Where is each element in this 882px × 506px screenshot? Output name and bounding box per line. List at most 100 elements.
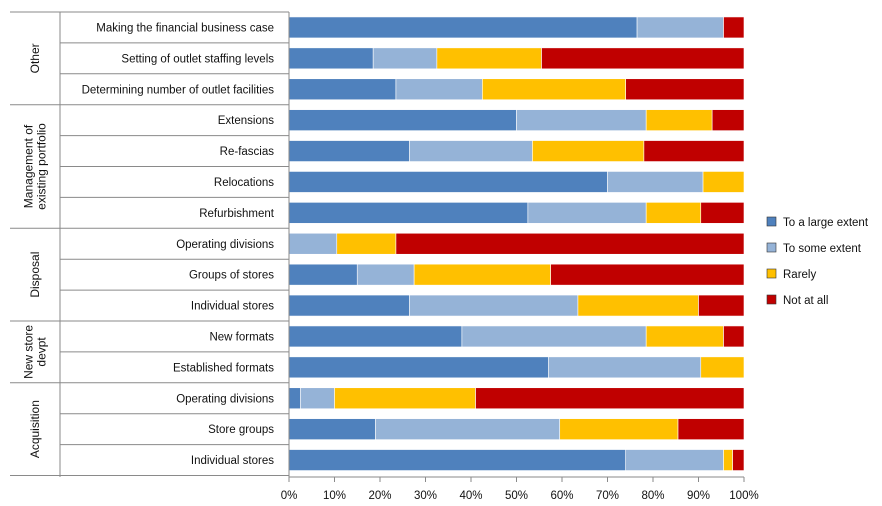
bar-segment-row10-s0 (288, 325, 463, 348)
bar-segment-row14-s1 (625, 449, 724, 471)
bar-segment-row7-s1 (288, 232, 338, 255)
bar-segment-row14-s2 (723, 449, 733, 471)
group-label: Other (28, 43, 42, 73)
bar-segment-row10-s3 (723, 325, 745, 348)
group-label: New storedevpt (22, 325, 49, 379)
legend-label: To a large extent (783, 217, 869, 229)
bar-segment-row12-s1 (300, 387, 335, 410)
bar-segment-row6-s0 (288, 202, 529, 224)
bar-segment-row13-s3 (677, 418, 745, 440)
category-label: Determining number of outlet facilities (82, 84, 275, 96)
bar-segment-row14-s0 (288, 449, 627, 471)
bar-segment-row9-s0 (288, 294, 410, 317)
category-label: Store groups (208, 424, 274, 436)
bar-segment-row8-s3 (550, 263, 745, 286)
bar-segment-row2-s3 (625, 78, 745, 101)
x-tick-label: 90% (687, 490, 710, 502)
x-tick-label: 80% (641, 490, 664, 502)
bar-segment-row8-s0 (288, 263, 358, 286)
bar-segment-row2-s2 (482, 78, 626, 101)
category-label: Groups of stores (189, 270, 274, 282)
group-label: Disposal (28, 252, 42, 298)
legend-swatch (766, 268, 777, 279)
bar-segment-row6-s1 (527, 202, 647, 224)
bar-segment-row12-s0 (288, 387, 301, 410)
legend-swatch (766, 294, 777, 305)
bar-segment-row1-s3 (541, 47, 745, 70)
bar-segment-row10-s2 (645, 325, 724, 348)
bar-segment-row8-s2 (413, 263, 551, 286)
bar-segment-row3-s3 (711, 109, 745, 131)
category-label: Operating divisions (176, 393, 274, 405)
bar-segment-row3-s1 (516, 109, 647, 131)
bar-segment-row12-s3 (475, 387, 745, 410)
bar-segment-row8-s1 (356, 263, 415, 286)
bar-segment-row10-s1 (461, 325, 647, 348)
x-tick-label: 10% (323, 490, 346, 502)
x-tick-label: 50% (505, 490, 528, 502)
category-label: Setting of outlet staffing levels (121, 53, 274, 65)
bar-segment-row0-s0 (288, 16, 638, 39)
bar-segment-row4-s1 (409, 140, 533, 162)
bar-segment-row1-s2 (436, 47, 542, 70)
bar-segment-row9-s1 (409, 294, 579, 317)
legend-label: Not at all (783, 295, 828, 307)
group-labels: Other Management ofexisting portfolio Disp… (22, 43, 49, 458)
x-tick-label: 0% (281, 490, 298, 502)
category-labels: Making the financial business case Settin… (82, 22, 275, 467)
legend-swatch (766, 242, 777, 253)
legend-label: To some extent (783, 243, 862, 255)
bar-segment-row14-s3 (732, 449, 745, 471)
bar-segment-row2-s1 (395, 78, 483, 101)
bar-segment-row4-s2 (532, 140, 645, 162)
bar-segment-row5-s1 (607, 171, 704, 193)
group-label: Management ofexisting portfolio (22, 123, 49, 210)
bar-segment-row3-s0 (288, 109, 517, 131)
bar-segment-row12-s2 (334, 387, 476, 410)
bar-segment-row4-s0 (288, 140, 410, 162)
bar-segment-row7-s3 (395, 232, 745, 255)
bar-segment-row0-s1 (636, 16, 724, 39)
category-label: Re-fascias (220, 146, 275, 158)
bar-segment-row13-s0 (288, 418, 376, 440)
category-label: Operating divisions (176, 239, 274, 251)
bar-segment-row9-s2 (577, 294, 699, 317)
bar-segment-row11-s1 (548, 356, 702, 379)
bar-segment-row9-s3 (698, 294, 745, 317)
x-tick-label: 100% (729, 490, 758, 502)
category-label: New formats (209, 331, 274, 343)
x-tick-label: 60% (550, 490, 573, 502)
bars-layer (288, 16, 745, 471)
axes-layer: 0% 10% 20% 30% 40% 50% 60% 70% 80% 90% 100% (10, 11, 759, 502)
bar-segment-row13-s2 (559, 418, 679, 440)
bar-segment-row2-s0 (288, 78, 397, 101)
bar-segment-row5-s2 (702, 171, 745, 193)
x-tick-label: 20% (368, 490, 391, 502)
bar-segment-row5-s0 (288, 171, 608, 193)
category-label: Relocations (214, 177, 274, 189)
legend: To a large extent To some extent Rarely Not… (766, 216, 869, 307)
bar-segment-row13-s1 (375, 418, 561, 440)
x-tick-label: 70% (596, 490, 619, 502)
bar-segment-row0-s3 (723, 16, 745, 39)
x-tick-label: 30% (414, 490, 437, 502)
bar-segment-row6-s2 (645, 202, 702, 224)
bar-segment-row1-s0 (288, 47, 374, 70)
bar-segment-row1-s1 (372, 47, 438, 70)
group-label: Acquisition (28, 400, 42, 458)
x-tick-label: 40% (459, 490, 482, 502)
category-label: Refurbishment (199, 208, 275, 220)
bar-segment-row11-s0 (288, 356, 549, 379)
bar-segment-row7-s2 (336, 232, 397, 255)
category-label: Established formats (173, 362, 274, 374)
bar-segment-row6-s3 (700, 202, 745, 224)
bar-segment-row11-s2 (700, 356, 745, 379)
legend-label: Rarely (783, 269, 816, 281)
legend-swatch (766, 216, 777, 227)
bar-segment-row4-s3 (643, 140, 745, 162)
bar-segment-row3-s2 (645, 109, 713, 131)
category-label: Making the financial business case (96, 22, 274, 34)
category-label: Individual stores (191, 301, 274, 313)
category-label: Extensions (218, 115, 275, 127)
